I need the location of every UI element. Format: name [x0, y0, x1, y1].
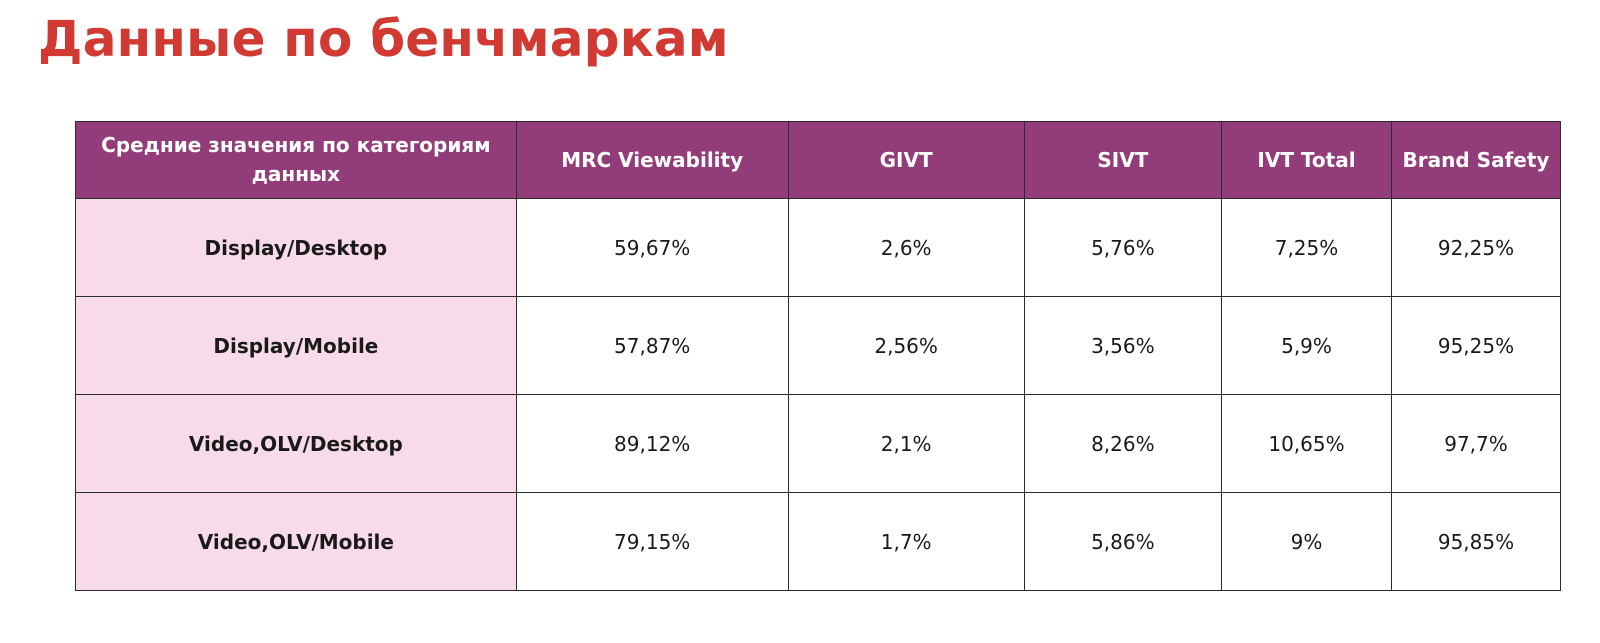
header-brand-safety: Brand Safety [1391, 121, 1561, 199]
header-sivt: SIVT [1023, 121, 1223, 199]
table-row: Display/Desktop 59,67% 2,6% 5,76% 7,25% … [75, 198, 1561, 297]
cell-mrc-viewability: 59,67% [515, 198, 789, 297]
cell-ivt-total: 9% [1221, 492, 1392, 591]
benchmark-table-container: Средние значения по категориям данных MR… [75, 121, 1561, 591]
table-header-row: Средние значения по категориям данных MR… [75, 121, 1561, 199]
cell-brand-safety: 95,25% [1391, 296, 1561, 395]
header-category: Средние значения по категориям данных [75, 121, 517, 199]
header-mrc-viewability: MRC Viewability [515, 121, 789, 199]
cell-givt: 1,7% [787, 492, 1025, 591]
table-row: Video,OLV/Mobile 79,15% 1,7% 5,86% 9% 95… [75, 492, 1561, 591]
cell-sivt: 5,76% [1023, 198, 1223, 297]
cell-givt: 2,1% [787, 394, 1025, 493]
cell-givt: 2,6% [787, 198, 1025, 297]
cell-brand-safety: 97,7% [1391, 394, 1561, 493]
cell-sivt: 8,26% [1023, 394, 1223, 493]
cell-sivt: 5,86% [1023, 492, 1223, 591]
row-label: Video,OLV/Mobile [75, 492, 517, 591]
benchmark-table: Средние значения по категориям данных MR… [75, 121, 1561, 591]
cell-mrc-viewability: 57,87% [515, 296, 789, 395]
cell-givt: 2,56% [787, 296, 1025, 395]
cell-sivt: 3,56% [1023, 296, 1223, 395]
row-label: Video,OLV/Desktop [75, 394, 517, 493]
cell-mrc-viewability: 79,15% [515, 492, 789, 591]
cell-brand-safety: 95,85% [1391, 492, 1561, 591]
table-row: Video,OLV/Desktop 89,12% 2,1% 8,26% 10,6… [75, 394, 1561, 493]
page-title: Данные по бенчмаркам [38, 10, 729, 68]
cell-brand-safety: 92,25% [1391, 198, 1561, 297]
row-label: Display/Mobile [75, 296, 517, 395]
cell-ivt-total: 7,25% [1221, 198, 1392, 297]
cell-ivt-total: 10,65% [1221, 394, 1392, 493]
row-label: Display/Desktop [75, 198, 517, 297]
table-row: Display/Mobile 57,87% 2,56% 3,56% 5,9% 9… [75, 296, 1561, 395]
cell-ivt-total: 5,9% [1221, 296, 1392, 395]
header-ivt-total: IVT Total [1221, 121, 1392, 199]
header-givt: GIVT [787, 121, 1025, 199]
cell-mrc-viewability: 89,12% [515, 394, 789, 493]
